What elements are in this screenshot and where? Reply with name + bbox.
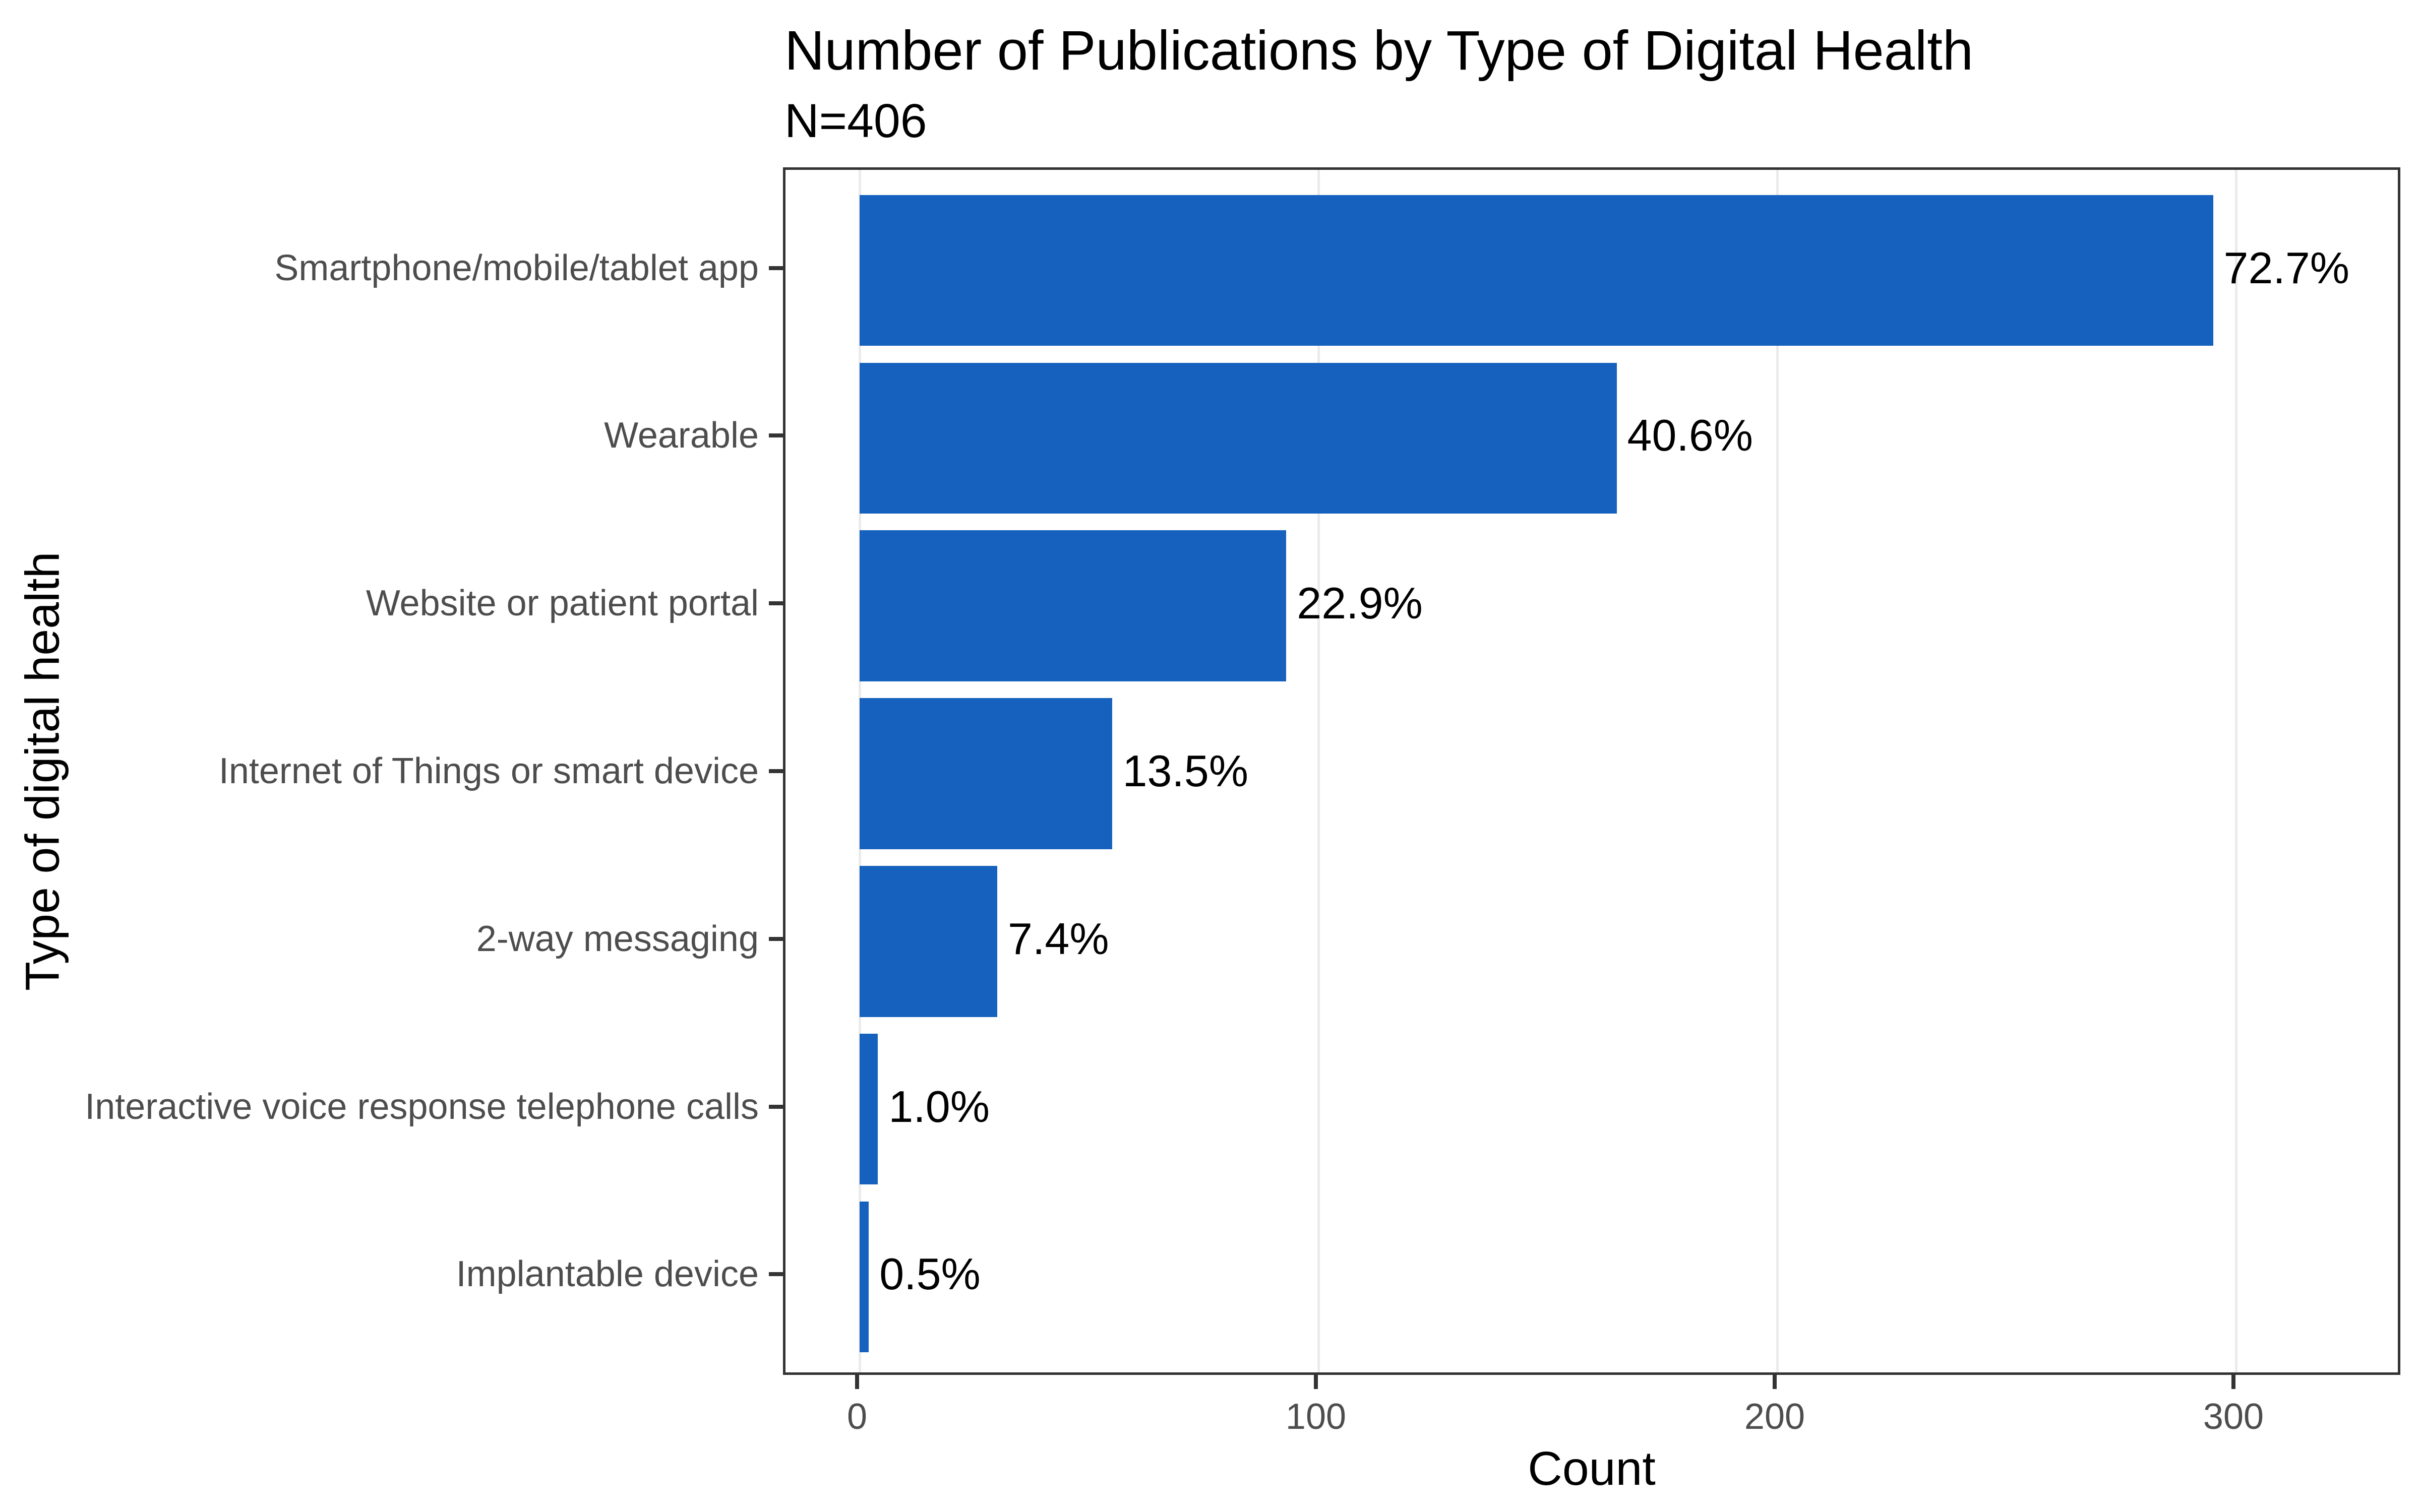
bar	[860, 866, 997, 1017]
y-axis-tick	[769, 1104, 783, 1109]
y-axis-category-label: 2-way messaging	[476, 918, 759, 959]
y-axis-category-label: Wearable	[604, 415, 759, 456]
x-tick-label: 0	[846, 1397, 868, 1437]
bar-value-label: 72.7%	[2223, 242, 2350, 293]
y-axis-tick	[769, 1272, 783, 1277]
gridline-x-100	[1317, 170, 1320, 1372]
bar	[860, 1201, 869, 1353]
y-axis-category-label: Implantable device	[456, 1254, 759, 1295]
bar-value-label: 13.5%	[1122, 746, 1249, 796]
bar-value-label: 22.9%	[1297, 578, 1423, 628]
y-axis-category-label: Smartphone/mobile/tablet app	[274, 247, 759, 288]
y-axis-tick	[769, 433, 783, 438]
bar	[860, 698, 1112, 849]
y-axis-tick	[769, 601, 783, 606]
y-axis-category-label: Interactive voice response telephone cal…	[85, 1086, 759, 1127]
bar-value-label: 7.4%	[1008, 913, 1109, 964]
x-axis-tick	[1773, 1375, 1777, 1389]
y-axis-category-label: Internet of Things or smart device	[218, 751, 759, 791]
y-axis-tick	[769, 936, 783, 941]
bar-value-label: 40.6%	[1627, 410, 1753, 461]
bar-value-label: 1.0%	[888, 1081, 990, 1131]
bar	[860, 530, 1287, 681]
bar	[860, 195, 2213, 346]
chart-title: Number of Publications by Type of Digita…	[784, 20, 1974, 82]
plot-panel	[783, 167, 2400, 1375]
y-axis-category-label: Website or patient portal	[366, 583, 759, 624]
gridline-x-200	[1776, 170, 1779, 1372]
x-axis-tick	[855, 1375, 859, 1389]
chart-subtitle: N=406	[784, 94, 927, 148]
x-axis-tick	[1314, 1375, 1318, 1389]
bar	[860, 362, 1617, 514]
bar	[860, 1033, 878, 1185]
x-axis-title: Count	[1528, 1442, 1656, 1495]
gridline-x-300	[2234, 170, 2237, 1372]
y-axis-tick	[769, 769, 783, 773]
x-tick-label: 100	[1285, 1397, 1347, 1437]
x-axis-tick	[2231, 1375, 2235, 1389]
y-axis-tick	[769, 266, 783, 270]
x-tick-label: 300	[2203, 1397, 2264, 1437]
bar-value-label: 0.5%	[879, 1249, 981, 1299]
x-tick-label: 200	[1744, 1397, 1805, 1437]
